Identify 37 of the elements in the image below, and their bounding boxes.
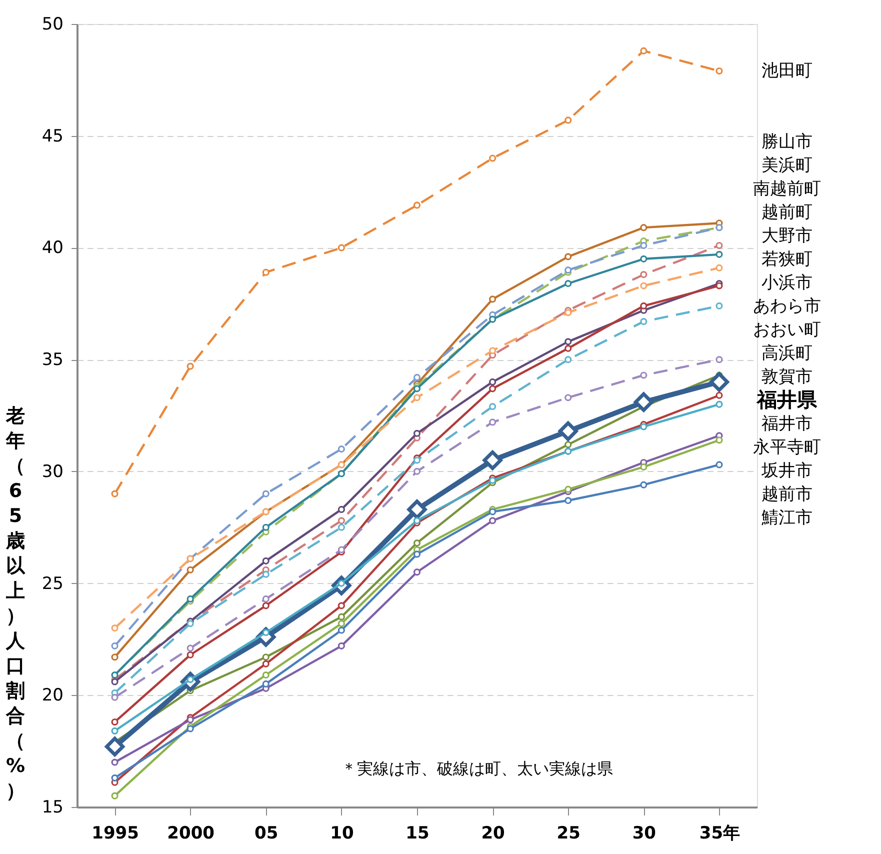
text: 越前町 [762, 202, 812, 222]
y-tick-label: 20 [42, 686, 64, 706]
x-tick-label: 05 [254, 824, 278, 844]
text: 鯖江市 [762, 508, 812, 528]
text: 老年（65歳以上）人口割合（%） [6, 405, 26, 802]
text: 敦賀市 [762, 367, 812, 387]
annotation: ＊実線は市、破線は町、太い実線は県 [341, 759, 613, 778]
text: 高浜町 [762, 344, 812, 364]
series-label: おおい町 [753, 320, 821, 340]
y-tick-label: 40 [42, 238, 64, 258]
series-label: 福井県 [756, 388, 818, 412]
text: 池田町 [762, 60, 812, 81]
text: 越前市 [762, 484, 812, 504]
text: 勝山市 [762, 132, 812, 152]
text: 若狭町 [762, 250, 812, 270]
x-tick-label: 15 [406, 824, 430, 844]
y-tick-label: 45 [42, 126, 64, 146]
text: 美浜町 [762, 156, 812, 176]
x-tick-label: 35年 [699, 824, 740, 844]
text: 永平寺町 [753, 438, 821, 458]
y-tick-label: 30 [42, 462, 64, 482]
x-tick-label: 20 [481, 824, 506, 844]
y-tick-label: 25 [42, 574, 64, 594]
x-tick-label: 10 [330, 824, 354, 844]
text: 小浜市 [762, 273, 812, 293]
y-tick-label: 35 [42, 350, 64, 370]
text: 坂井市 [760, 461, 812, 481]
x-tick-label: 2000 [167, 824, 215, 844]
x-tick-label: 25 [556, 824, 580, 844]
series-label: あわら市 [753, 296, 821, 316]
x-tick-label: 1995 [92, 824, 139, 844]
text: 南越前町 [753, 179, 821, 199]
x-tick-label: 30 [632, 824, 656, 844]
text: 福井市 [762, 414, 812, 434]
y-tick-label: 50 [42, 14, 64, 34]
y-tick-label: 15 [42, 798, 64, 818]
text: 大野市 [762, 226, 812, 246]
